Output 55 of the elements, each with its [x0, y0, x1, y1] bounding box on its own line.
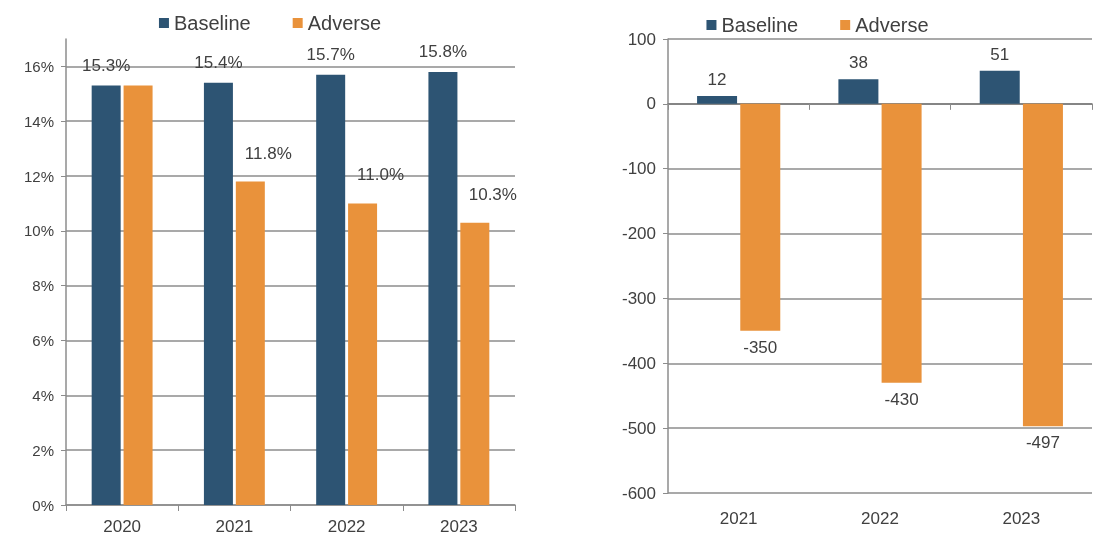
data-label: 15.8%: [418, 41, 468, 61]
y-tick-label: 8%: [32, 277, 54, 295]
data-label: -350: [743, 337, 778, 357]
y-tick-label: 6%: [32, 332, 54, 350]
bar: [460, 222, 490, 505]
data-label: 11.8%: [244, 143, 292, 163]
bar: [203, 82, 233, 505]
x-tick-label: 2023: [1002, 509, 1041, 528]
bar: [348, 203, 378, 505]
data-label: 15.4%: [194, 52, 243, 72]
bar: [428, 71, 458, 505]
x-tick-label: 2023: [439, 517, 478, 536]
data-label: 38: [848, 53, 868, 73]
legend-label: Baseline: [173, 12, 251, 34]
bar: [235, 181, 265, 505]
data-label: 10.3%: [468, 184, 517, 204]
y-tick-label: -500: [621, 418, 656, 438]
y-tick-label: 0%: [32, 496, 54, 514]
y-tick-label: 16%: [23, 57, 54, 75]
y-tick-label: 12%: [23, 167, 54, 185]
x-tick-label: 2020: [103, 517, 142, 536]
bar: [838, 79, 879, 104]
y-tick-label: 4%: [32, 386, 54, 404]
legend-label: Adverse: [307, 12, 382, 34]
y-tick-label: -400: [621, 353, 656, 373]
data-label: 15.7%: [306, 44, 355, 64]
legend-label: Adverse: [855, 14, 929, 36]
x-tick-label: 2022: [861, 509, 899, 528]
bar: [740, 103, 781, 331]
y-tick-label: -100: [621, 159, 656, 179]
bar: [123, 85, 153, 505]
y-tick-label: 100: [627, 29, 656, 49]
data-label: 51: [990, 44, 1010, 64]
x-tick-label: 2021: [719, 509, 758, 528]
x-tick-label: 2021: [215, 517, 254, 536]
y-tick-label: 0: [646, 94, 656, 114]
data-label: 11.0%: [357, 165, 405, 185]
bar: [316, 74, 346, 505]
y-tick-label: -200: [621, 224, 656, 244]
y-tick-label: -300: [621, 288, 656, 308]
y-tick-label: 14%: [23, 112, 54, 130]
y-tick-label: -600: [621, 483, 656, 503]
bar: [881, 103, 922, 383]
y-tick-label: 10%: [23, 222, 54, 240]
bar: [91, 85, 121, 505]
x-tick-label: 2022: [327, 517, 366, 536]
data-label: -497: [1025, 433, 1060, 453]
data-label: 15.3%: [82, 55, 131, 75]
bar: [1022, 103, 1063, 427]
data-label: 12: [707, 70, 727, 90]
legend-label: Baseline: [721, 14, 799, 36]
bar: [979, 70, 1020, 104]
y-tick-label: 2%: [32, 441, 54, 459]
bar: [697, 96, 738, 104]
data-label: -430: [884, 389, 919, 409]
